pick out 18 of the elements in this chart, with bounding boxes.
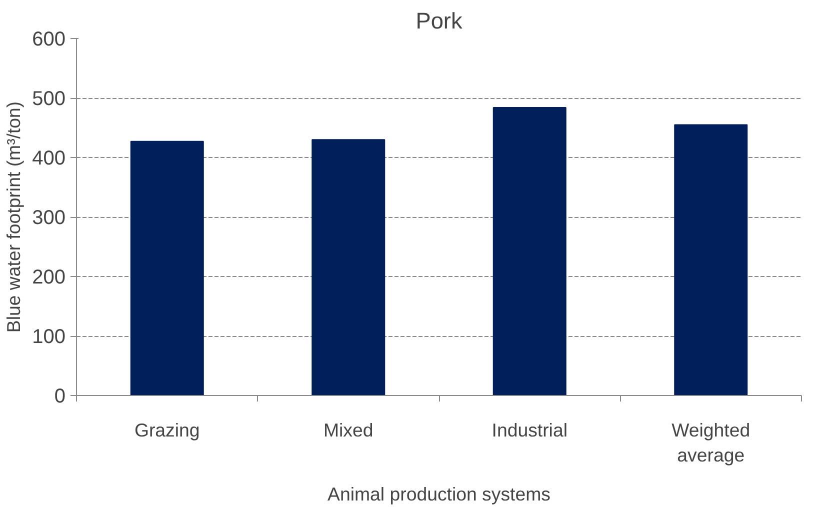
chart-title: Pork xyxy=(416,8,463,34)
y-tick-label: 400 xyxy=(32,148,66,170)
y-tick-label: 300 xyxy=(32,207,66,229)
x-tick-label: Industrial xyxy=(492,420,568,440)
x-tick-label: Grazing xyxy=(134,420,200,440)
bar xyxy=(312,139,386,396)
bar xyxy=(130,140,204,396)
y-axis-title: Blue water footprint (m³/ton) xyxy=(3,101,24,333)
y-tick-label: 600 xyxy=(32,28,66,50)
y-tick-label: 100 xyxy=(32,326,66,348)
y-tick-label: 200 xyxy=(32,266,66,288)
y-tick-label: 0 xyxy=(54,386,66,408)
bar xyxy=(674,124,748,396)
bar xyxy=(492,107,566,396)
x-tick-label: Mixed xyxy=(323,420,374,440)
x-tick-label: Weighted average xyxy=(672,420,750,466)
y-tick-label: 500 xyxy=(32,88,66,110)
x-axis-title: Animal production systems xyxy=(328,484,550,505)
